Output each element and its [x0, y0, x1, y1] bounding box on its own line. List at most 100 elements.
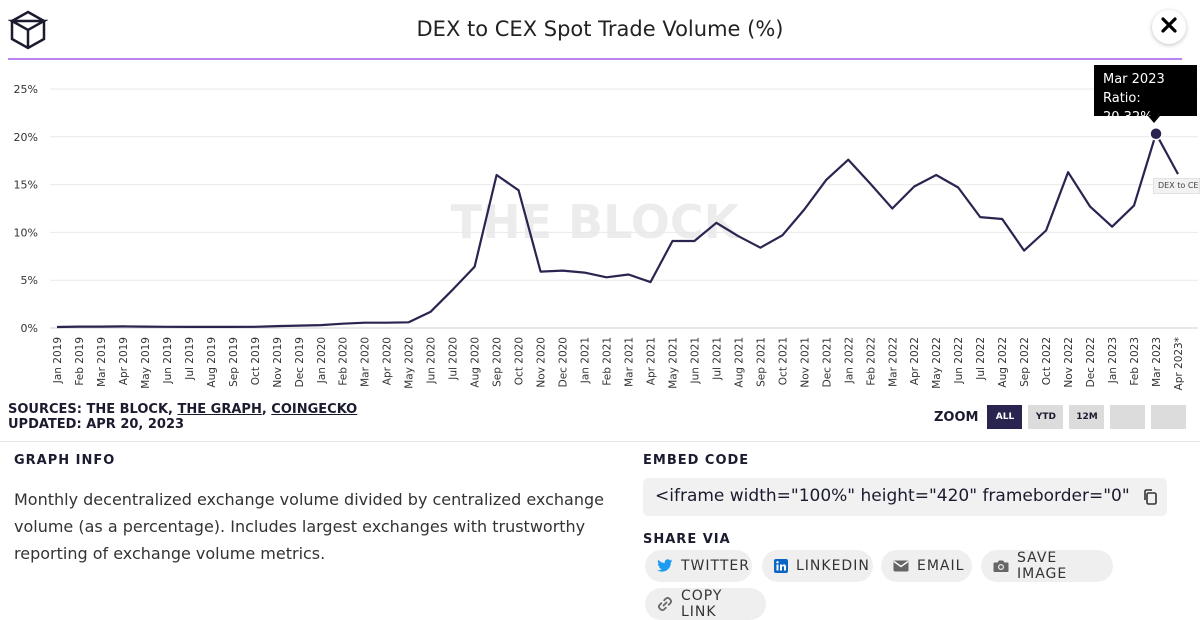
data-point	[605, 275, 609, 279]
x-tick-label: Nov 2019	[272, 337, 284, 388]
copy-embed-button[interactable]	[1140, 487, 1160, 507]
data-point	[55, 325, 59, 329]
zoom-12m-button[interactable]: 12M	[1069, 405, 1105, 429]
x-tick-label: Oct 2022	[1041, 337, 1053, 385]
data-point	[121, 324, 125, 328]
x-tick-label: May 2019	[140, 337, 152, 389]
share-linkedin-button[interactable]: LINKEDIN	[762, 550, 873, 582]
zoom-label: ZOOM	[934, 409, 979, 425]
data-point	[934, 173, 938, 177]
data-point	[912, 185, 916, 189]
zoom-ytd-button[interactable]: YTD	[1028, 405, 1064, 429]
data-point	[429, 310, 433, 314]
share-email-button[interactable]: EMAIL	[881, 550, 972, 582]
data-point	[451, 288, 455, 292]
x-tick-label: Feb 2020	[338, 337, 350, 386]
data-point	[187, 325, 191, 329]
x-tick-label: Mar 2020	[360, 337, 372, 387]
linkedin-icon	[774, 558, 788, 574]
x-tick-label: Aug 2021	[733, 337, 745, 388]
x-tick-label: Aug 2022	[997, 337, 1009, 388]
line-chart: THE BLOCK 0% 5% 10% 15% 20% 25% Jan 2019 Feb 201…	[14, 83, 1198, 390]
close-icon	[1160, 16, 1178, 38]
zoom-button-blank-1[interactable]	[1110, 405, 1146, 429]
x-tick-label: Jan 2023	[1107, 337, 1119, 384]
share-via-title: SHARE VIA	[643, 532, 731, 547]
x-tick-label: Feb 2019	[74, 337, 86, 386]
data-point	[1000, 217, 1004, 221]
section-divider	[0, 441, 1200, 442]
x-tick-label: Jan 2019	[52, 337, 64, 384]
x-tick-label: Nov 2021	[799, 337, 811, 388]
chart-tooltip: Mar 2023 Ratio: 20.32%	[1094, 65, 1197, 125]
x-tick-label: Apr 2023*	[1173, 337, 1185, 390]
save-image-button[interactable]: SAVE IMAGE	[981, 550, 1113, 582]
tooltip-date: Mar 2023	[1103, 72, 1165, 87]
x-tick-label: May 2020	[404, 337, 416, 389]
data-point	[956, 185, 960, 189]
the-block-logo	[7, 10, 49, 50]
data-point	[473, 265, 477, 269]
x-tick-label: Oct 2020	[514, 337, 526, 385]
data-point	[736, 234, 740, 238]
data-point	[77, 325, 81, 329]
close-button[interactable]	[1152, 10, 1186, 44]
copy-link-button[interactable]: COPY LINK	[645, 588, 766, 620]
data-point	[978, 215, 982, 219]
y-tick-label: 5%	[21, 274, 38, 287]
x-tick-label: May 2022	[931, 337, 943, 389]
x-tick-label: Feb 2023	[1129, 337, 1141, 386]
data-point	[1066, 170, 1070, 174]
y-tick-label: 0%	[21, 322, 38, 335]
data-point	[539, 270, 543, 274]
x-tick-label: Aug 2020	[470, 337, 482, 388]
camera-icon	[993, 558, 1009, 574]
data-point	[1088, 205, 1092, 209]
updated-date: UPDATED: APR 20, 2023	[8, 417, 185, 432]
sources-separator: ,	[261, 402, 272, 417]
data-point	[407, 320, 411, 324]
data-point	[780, 233, 784, 237]
zoom-all-button[interactable]: ALL	[987, 405, 1023, 429]
x-tick-label: Feb 2022	[865, 337, 877, 386]
x-tick-label: Sep 2019	[228, 337, 240, 387]
data-point	[517, 188, 521, 192]
twitter-label: TWITTER	[681, 558, 750, 574]
source-link-coingecko[interactable]: COINGECKO	[271, 402, 358, 417]
series-line	[56, 132, 1179, 329]
source-link-the-graph[interactable]: THE GRAPH	[177, 402, 262, 417]
x-tick-label: Jul 2019	[184, 337, 196, 381]
zoom-button-blank-2[interactable]	[1151, 405, 1187, 429]
x-tick-label: Apr 2019	[118, 337, 130, 385]
embed-code-title: EMBED CODE	[643, 453, 750, 468]
sources-info: SOURCES: THE BLOCK, THE GRAPH, COINGECKO…	[8, 402, 357, 432]
highlight-point	[1149, 126, 1163, 141]
twitter-icon	[657, 558, 673, 574]
x-tick-label: Jun 2021	[689, 337, 701, 384]
x-tick-label: Dec 2022	[1085, 337, 1097, 387]
share-twitter-button[interactable]: TWITTER	[645, 550, 752, 582]
data-point	[297, 324, 301, 328]
x-tick-label: Jun 2020	[426, 337, 438, 384]
data-point	[824, 178, 828, 182]
chart-title: DEX to CEX Spot Trade Volume (%)	[416, 17, 784, 41]
data-point	[1132, 204, 1136, 208]
x-tick-label: Oct 2021	[777, 337, 789, 385]
x-tick-label: Sep 2022	[1019, 337, 1031, 387]
save-image-label: SAVE IMAGE	[1017, 550, 1068, 582]
x-tick-label: Mar 2019	[96, 337, 108, 387]
data-point	[143, 325, 147, 329]
x-tick-label: Jul 2020	[448, 337, 460, 381]
data-point	[1110, 225, 1114, 229]
data-point	[1176, 172, 1180, 176]
data-point	[714, 221, 718, 225]
data-point	[758, 246, 762, 250]
embed-code-field[interactable]: <iframe width="100%" height="420" frameb…	[643, 478, 1167, 516]
data-point	[626, 272, 630, 276]
data-point	[583, 271, 587, 275]
y-tick-label: 15%	[14, 179, 38, 192]
x-tick-label: Jan 2020	[316, 337, 328, 384]
x-tick-label: Apr 2021	[645, 337, 657, 385]
graph-info-text: Monthly decentralized exchange volume di…	[14, 490, 604, 563]
data-point	[670, 239, 674, 243]
